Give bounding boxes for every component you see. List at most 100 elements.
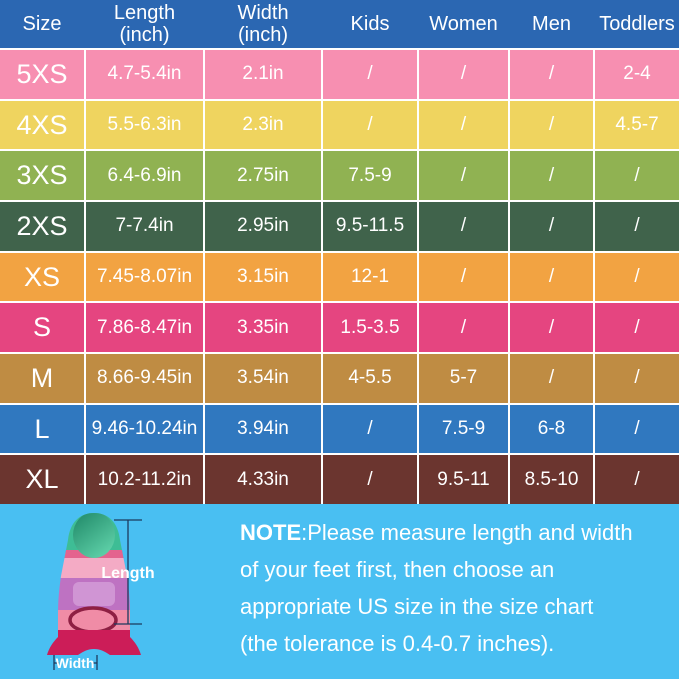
- cell-width: 2.3in: [205, 100, 321, 150]
- header-women: Women: [419, 0, 508, 48]
- table-row: 5XS 4.7-5.4in 2.1in / //2-4: [0, 50, 679, 99]
- cell-women: /: [419, 100, 508, 150]
- cell-length: 8.66-9.45in: [86, 354, 203, 403]
- table-header-row: Size Length (inch) Width (inch) Kids Wom…: [0, 0, 679, 48]
- cell-toddlers: /: [595, 303, 679, 353]
- cell-toddlers: /: [595, 455, 679, 505]
- cell-men: /: [510, 354, 593, 403]
- table-row: M 8.66-9.45in 3.54in 4-5.5 5-7//: [0, 354, 679, 403]
- cell-women: 9.5-11: [419, 455, 508, 505]
- table-row: L 9.46-10.24in 3.94in/7.5-9 6-8/: [0, 404, 679, 454]
- cell-kids: 4-5.5: [323, 354, 417, 403]
- cell-kids: 9.5-11.5: [323, 202, 417, 251]
- note-line1-rest: :Please measure length and width: [301, 520, 633, 545]
- header-label: Toddlers: [599, 13, 675, 35]
- header-label: Kids: [350, 13, 390, 35]
- cell-women: /: [419, 202, 508, 251]
- header-toddlers: Toddlers: [595, 0, 679, 48]
- length-dimension: [114, 519, 142, 625]
- cell-width: 4.33in: [205, 455, 321, 505]
- note-line: appropriate US size in the size chart: [240, 594, 594, 619]
- cell-size: XS: [0, 252, 84, 302]
- cell-kids: /: [323, 455, 417, 505]
- cell-women: 7.5-9: [419, 404, 508, 454]
- cell-width: 3.54in: [205, 354, 321, 403]
- table-row: 3XS 6.4-6.9in 2.75in 7.5-9// /: [0, 151, 679, 201]
- cell-length: 10.2-11.2in: [86, 455, 203, 505]
- cell-toddlers: /: [595, 151, 679, 201]
- length-label: Length: [101, 565, 154, 582]
- table-row: 4XS 5.5-6.3in 2.3in / //4.5-7: [0, 100, 679, 150]
- cell-women: /: [419, 303, 508, 353]
- cell-men: /: [510, 252, 593, 302]
- cell-men: /: [510, 202, 593, 251]
- cell-width: 2.75in: [205, 151, 321, 201]
- cell-size: L: [0, 404, 84, 454]
- table-row: S 7.86-8.47in 3.35in 1.5-3.5// /: [0, 303, 679, 353]
- width-label: Width: [56, 655, 95, 671]
- cell-men: /: [510, 151, 593, 201]
- cell-width: 2.1in: [205, 50, 321, 99]
- cell-toddlers: /: [595, 252, 679, 302]
- header-label: Men: [532, 13, 571, 35]
- header-length: Length (inch): [86, 0, 203, 48]
- fin-base: [47, 630, 141, 655]
- bottom-section: Length Width NOTE:Please measure length …: [0, 504, 679, 679]
- table-row: 2XS 7-7.4in 2.95in 9.5-11.5// /: [0, 202, 679, 251]
- cell-women: /: [419, 252, 508, 302]
- size-chart-table: Size Length (inch) Width (inch) Kids Wom…: [0, 0, 679, 505]
- fin-foot-opening: [68, 606, 118, 632]
- cell-men: /: [510, 303, 593, 353]
- cell-toddlers: 2-4: [595, 50, 679, 99]
- cell-width: 3.15in: [205, 252, 321, 302]
- cell-women: /: [419, 50, 508, 99]
- header-label: Width: [237, 2, 289, 24]
- header-size: Size: [0, 0, 84, 48]
- table-row: XS 7.45-8.07in 3.15in 12-1// /: [0, 252, 679, 302]
- table-row: XL 10.2-11.2in 4.33in/9.5-11 8.5-10/: [0, 455, 679, 505]
- fin-orchid-panel: [73, 582, 115, 606]
- header-kids: Kids: [323, 0, 417, 48]
- cell-length: 5.5-6.3in: [86, 100, 203, 150]
- cell-size: 5XS: [0, 50, 84, 99]
- header-label: Women: [429, 13, 498, 35]
- cell-toddlers: 4.5-7: [595, 100, 679, 150]
- cell-length: 9.46-10.24in: [86, 404, 203, 454]
- header-sublabel: (inch): [119, 24, 170, 46]
- cell-size: M: [0, 354, 84, 403]
- header-men: Men: [510, 0, 593, 48]
- cell-women: /: [419, 151, 508, 201]
- header-label: Length: [113, 2, 176, 24]
- cell-toddlers: /: [595, 202, 679, 251]
- cell-men: 6-8: [510, 404, 593, 454]
- header-sublabel: (inch): [237, 24, 288, 46]
- cell-kids: /: [323, 100, 417, 150]
- cell-kids: 1.5-3.5: [323, 303, 417, 353]
- cell-length: 7.45-8.07in: [86, 252, 203, 302]
- cell-width: 2.95in: [205, 202, 321, 251]
- cell-width: 3.35in: [205, 303, 321, 353]
- cell-women: 5-7: [419, 354, 508, 403]
- cell-length: 7-7.4in: [86, 202, 203, 251]
- note-line: of your feet first, then choose an: [240, 557, 555, 582]
- cell-size: XL: [0, 455, 84, 505]
- note-line: NOTE:Please measure length and width: [240, 514, 670, 551]
- width-dimension: [53, 655, 98, 670]
- fin-tip-oval: [73, 513, 115, 558]
- fin-band-lightpink: [58, 558, 130, 578]
- cell-kids: 12-1: [323, 252, 417, 302]
- cell-length: 6.4-6.9in: [86, 151, 203, 201]
- note-text: NOTE:Please measure length and width of …: [240, 514, 670, 662]
- cell-size: S: [0, 303, 84, 353]
- note-bold-label: NOTE: [240, 520, 302, 545]
- header-label: Size: [22, 13, 62, 35]
- header-width: Width (inch): [205, 0, 321, 48]
- cell-kids: /: [323, 50, 417, 99]
- cell-length: 7.86-8.47in: [86, 303, 203, 353]
- cell-width: 3.94in: [205, 404, 321, 454]
- cell-size: 3XS: [0, 151, 84, 201]
- cell-kids: 7.5-9: [323, 151, 417, 201]
- cell-men: /: [510, 50, 593, 99]
- cell-men: 8.5-10: [510, 455, 593, 505]
